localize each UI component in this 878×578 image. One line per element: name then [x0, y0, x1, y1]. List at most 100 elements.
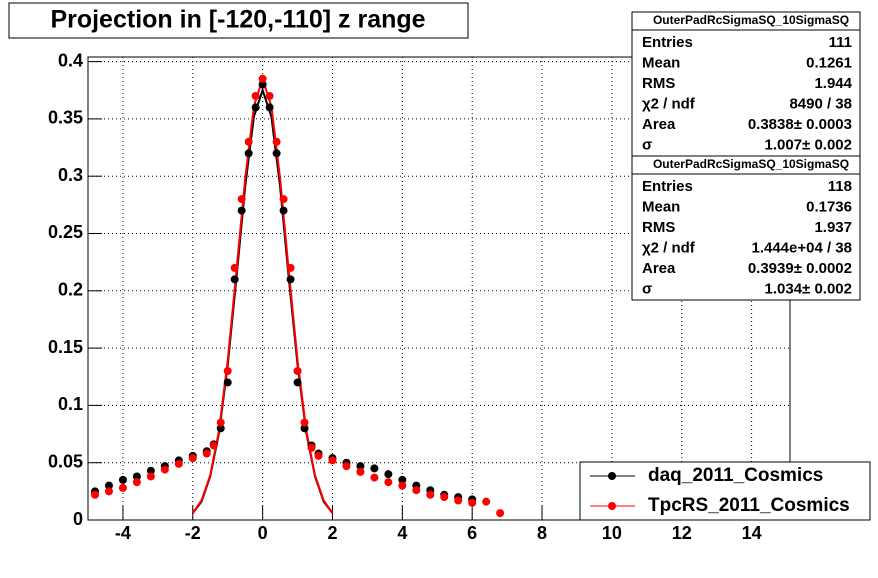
- legend-marker: [608, 502, 616, 510]
- data-point: [440, 493, 449, 502]
- data-point: [223, 378, 232, 387]
- data-point: [104, 481, 113, 490]
- x-tick-label: 6: [467, 523, 477, 543]
- data-point: [272, 137, 281, 146]
- y-tick-label: 0.05: [48, 451, 83, 471]
- data-point: [258, 74, 267, 83]
- data-point: [202, 449, 211, 458]
- y-tick-label: 0: [73, 509, 83, 529]
- y-tick-label: 0.2: [58, 280, 83, 300]
- data-point: [342, 462, 351, 471]
- title-box: [8, 2, 469, 39]
- stats-value: 0.3939± 0.0002: [748, 260, 852, 277]
- x-tick-label: 12: [672, 523, 692, 543]
- data-point: [251, 91, 260, 100]
- data-point: [209, 441, 218, 450]
- data-point: [230, 263, 239, 272]
- data-point: [384, 470, 393, 479]
- y-tick-label: 0.35: [48, 108, 83, 128]
- data-point: [398, 481, 407, 490]
- data-point: [356, 467, 365, 476]
- legend-marker: [608, 472, 616, 480]
- stats-value: 1.937: [814, 219, 852, 236]
- data-point: [454, 496, 463, 505]
- data-point: [237, 206, 246, 215]
- stats-label: Entries: [642, 178, 693, 195]
- data-point: [307, 443, 316, 452]
- y-tick-label: 0.3: [58, 165, 83, 185]
- data-point: [314, 451, 323, 460]
- data-point: [146, 466, 155, 475]
- data-point: [398, 475, 407, 484]
- stats-value: 0.1736: [806, 198, 852, 215]
- data-point: [356, 462, 365, 471]
- x-tick-label: 10: [602, 523, 622, 543]
- stats-label: σ: [642, 136, 652, 153]
- data-point: [286, 275, 295, 284]
- data-point: [265, 103, 274, 112]
- data-point: [265, 91, 274, 100]
- x-tick-label: -2: [185, 523, 201, 543]
- stats-label: Entries: [642, 34, 693, 51]
- data-point: [132, 478, 141, 487]
- data-point: [104, 487, 113, 496]
- stats-value: 0.3838± 0.0003: [748, 116, 852, 133]
- stats-label: RMS: [642, 219, 675, 236]
- data-point: [426, 490, 435, 499]
- data-point: [90, 490, 99, 499]
- stats-value: 118: [828, 178, 852, 195]
- data-point: [223, 367, 232, 376]
- data-point: [482, 497, 491, 506]
- stats-label: Mean: [642, 198, 680, 215]
- data-point: [370, 473, 379, 482]
- data-point: [188, 454, 197, 463]
- data-point: [279, 206, 288, 215]
- data-point: [244, 137, 253, 146]
- x-tick-label: -4: [115, 523, 131, 543]
- stats-value: 8490 / 38: [789, 95, 852, 112]
- chart-title: Projection in [-120,-110] z range: [50, 6, 425, 34]
- x-tick-label: 2: [327, 523, 337, 543]
- data-point: [160, 465, 169, 474]
- stats-value: 1.444e+04 / 38: [751, 239, 852, 256]
- legend-label: daq_2011_Cosmics: [648, 465, 823, 486]
- y-tick-label: 0.4: [58, 50, 83, 70]
- stats-value: 1.944: [814, 75, 852, 92]
- data-point: [132, 472, 141, 481]
- data-point: [118, 475, 127, 484]
- data-point: [370, 464, 379, 473]
- data-point: [272, 149, 281, 158]
- data-point: [328, 456, 337, 465]
- stats-label: Mean: [642, 54, 680, 71]
- stats-label: Area: [642, 260, 676, 277]
- data-point: [216, 424, 225, 433]
- data-point: [244, 149, 253, 158]
- stats-value: 0.1261: [806, 54, 852, 71]
- y-tick-label: 0.25: [48, 222, 83, 242]
- data-point: [286, 263, 295, 272]
- x-tick-label: 8: [537, 523, 547, 543]
- x-tick-label: 0: [258, 523, 268, 543]
- y-tick-label: 0.1: [58, 394, 83, 414]
- data-point: [468, 498, 477, 507]
- data-point: [251, 103, 260, 112]
- stats-label: σ: [642, 280, 652, 297]
- data-point: [258, 80, 267, 89]
- legend-label: TpcRS_2011_Cosmics: [648, 495, 850, 516]
- stats-label: χ2 / ndf: [642, 95, 696, 112]
- data-point: [384, 478, 393, 487]
- stats-label: χ2 / ndf: [642, 239, 696, 256]
- stats-value: 1.034± 0.002: [765, 280, 852, 297]
- data-point: [146, 472, 155, 481]
- stats-label: RMS: [642, 75, 675, 92]
- data-point: [293, 378, 302, 387]
- x-tick-label: 4: [397, 523, 407, 543]
- stats-label: Area: [642, 116, 676, 133]
- data-point: [216, 418, 225, 427]
- data-point: [118, 483, 127, 492]
- data-point: [230, 275, 239, 284]
- data-point: [496, 509, 505, 518]
- data-point: [279, 195, 288, 204]
- data-point: [237, 195, 246, 204]
